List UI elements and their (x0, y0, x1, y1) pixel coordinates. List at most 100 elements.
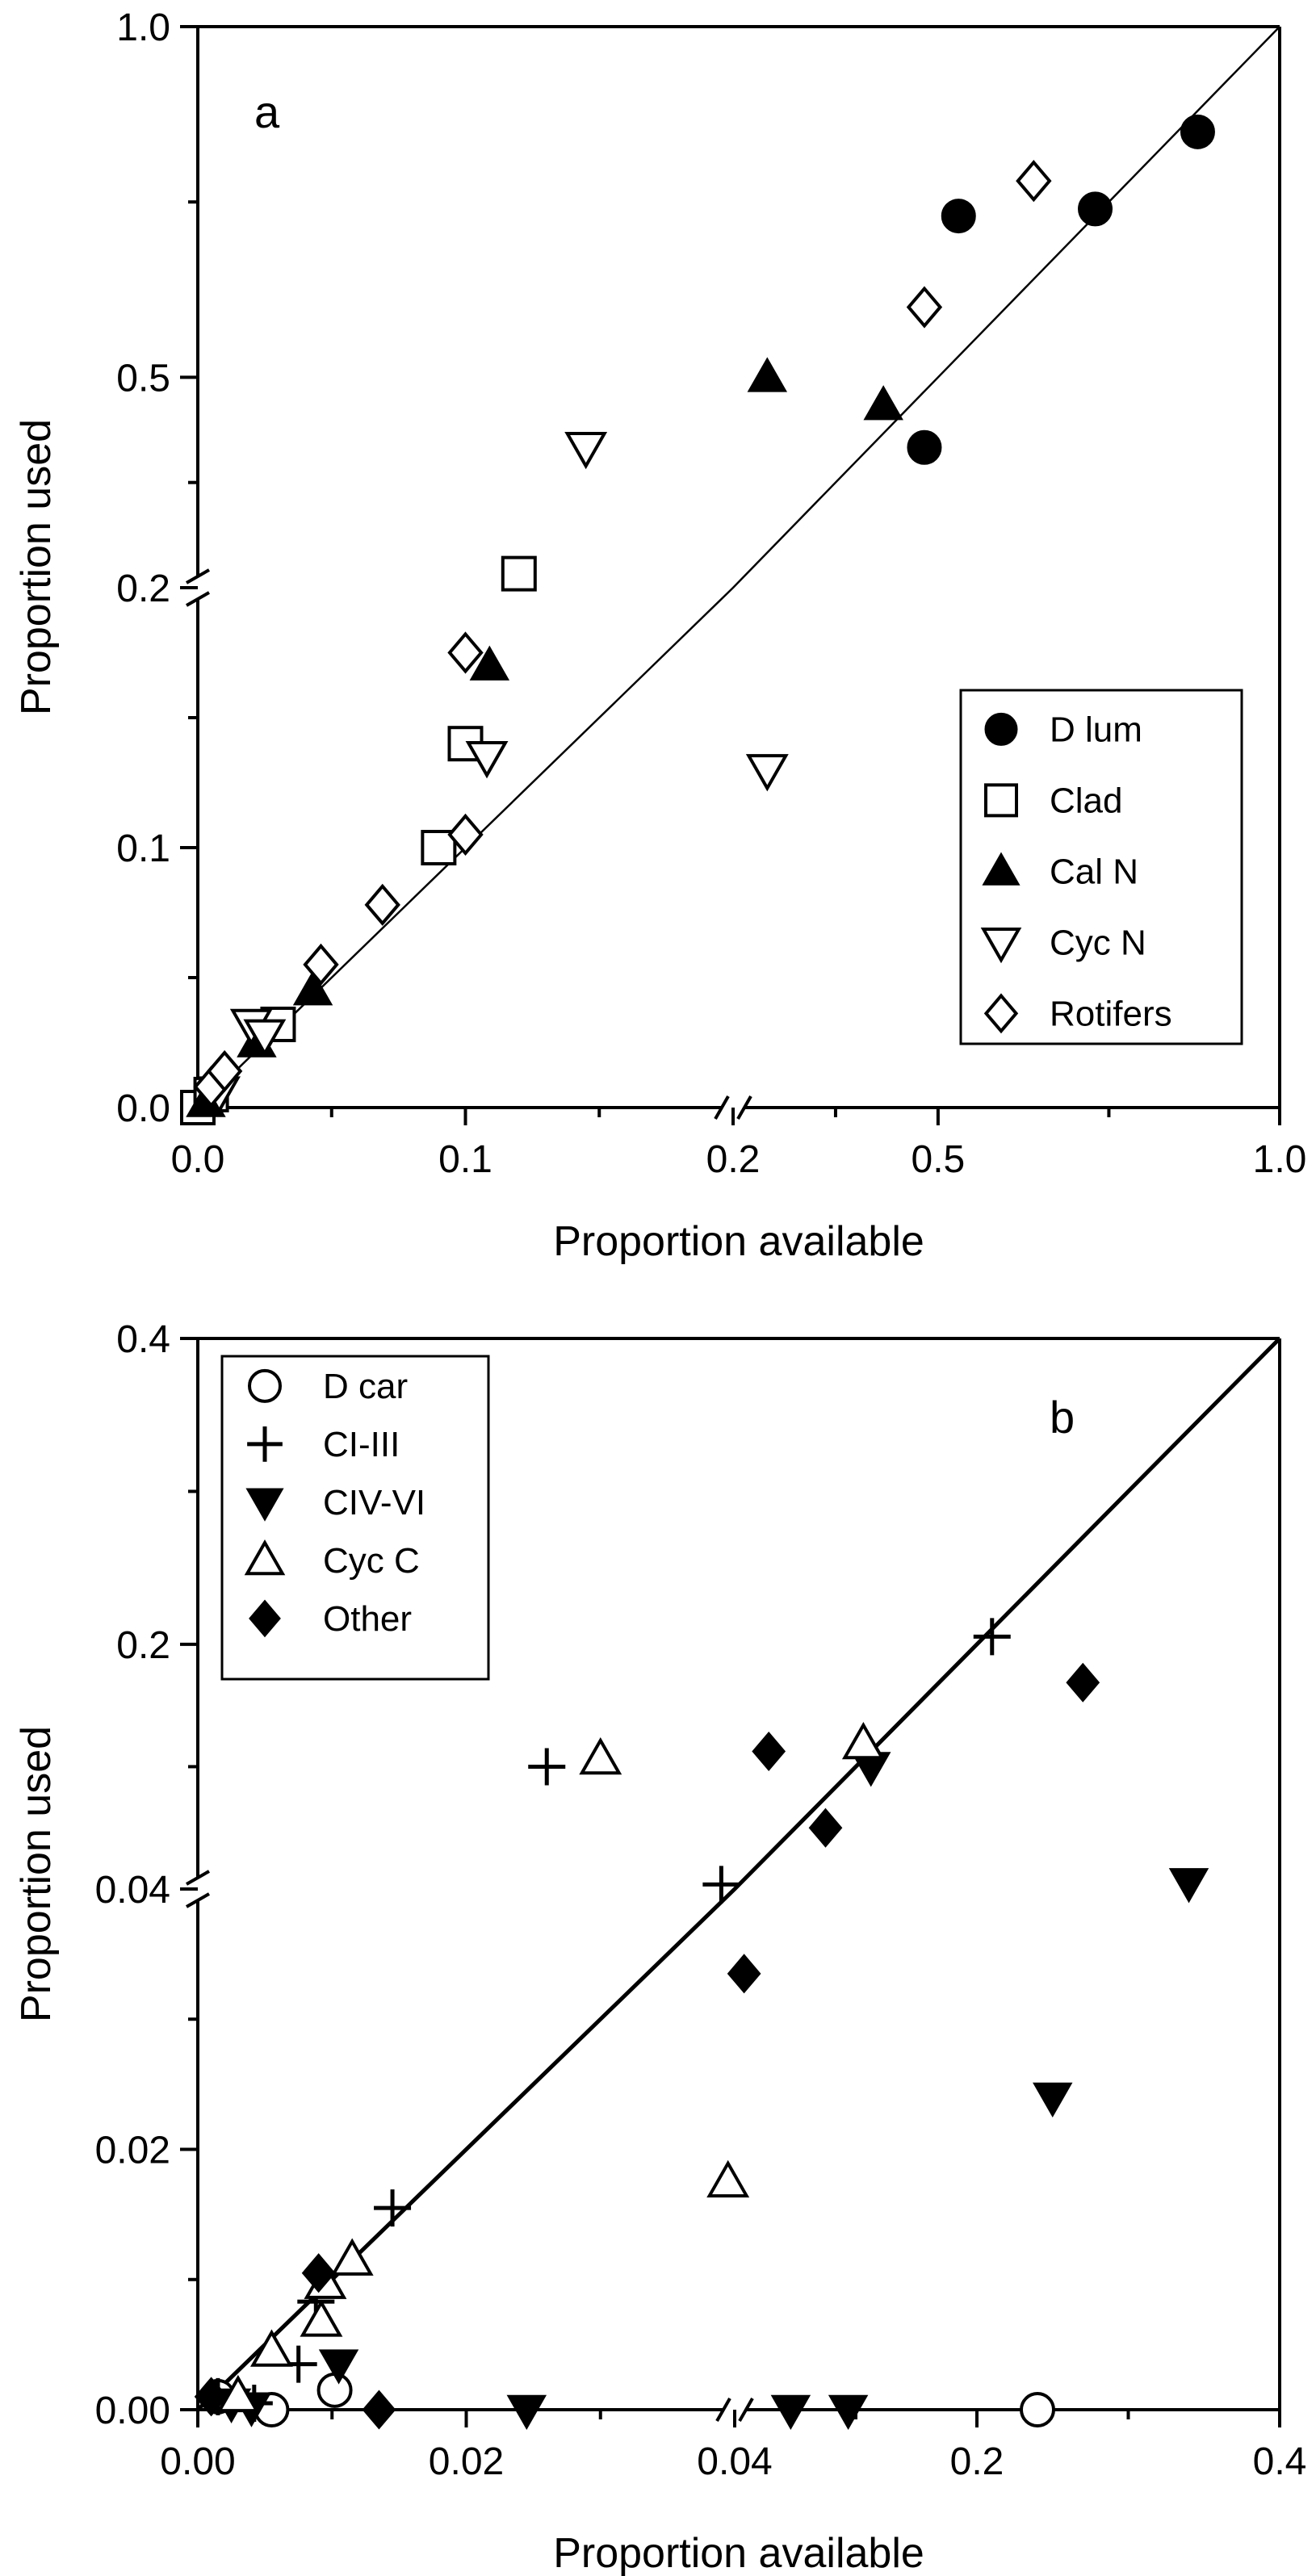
data-point-cyc-n (745, 754, 789, 792)
x-axis-break (715, 2398, 754, 2422)
y-tick-label: 0.4 (116, 1318, 170, 1361)
data-point-cal-n (469, 645, 510, 681)
panel-a-chart: 0.0 0.1 0.2 0.5 1.0 0.0 0.1 0.2 0.5 1.0 Proportion… (13, 6, 1306, 1265)
data-point-cyc-n (465, 741, 509, 779)
panel-letter: b (1050, 1392, 1075, 1443)
data-point-other (194, 2377, 228, 2417)
data-point-civ-vi (506, 2394, 547, 2431)
reference-line-1to1 (196, 1337, 1281, 2411)
legend-symbol (247, 1426, 283, 1462)
data-point-civ-vi (1033, 2082, 1073, 2118)
data-point-other (727, 1954, 761, 1994)
y-tick-label: 1.0 (116, 6, 170, 49)
legend-symbol (984, 783, 1018, 818)
data-point-rotifers (303, 943, 339, 986)
legend-label: Cyc N (1050, 923, 1146, 962)
legend-symbol (249, 1599, 281, 1638)
data-point-rotifers (447, 813, 484, 856)
legend-label: Cal N (1050, 852, 1138, 891)
legend-symbol (980, 927, 1022, 964)
x-axis-label: Proportion available (553, 2530, 924, 2576)
legend-label: Rotifers (1050, 994, 1172, 1033)
data-point-cyc-c (841, 1721, 885, 1760)
data-point-rotifers (906, 286, 943, 329)
data-point-d-car (316, 2372, 353, 2408)
data-point-other (752, 1731, 786, 1772)
legend-symbol (983, 993, 1019, 1034)
data-point-other (301, 2253, 336, 2293)
data-point-other (808, 1807, 843, 1848)
data-point-rotifers (447, 631, 484, 674)
data-point-d-lum (941, 199, 976, 234)
data-point-cal-n (292, 970, 333, 1006)
y-tick-label: 0.00 (95, 2390, 170, 2432)
data-point-cyc-n (564, 432, 608, 470)
data-point-cyc-c (706, 2159, 750, 2198)
legend-label: Other (323, 1599, 412, 1639)
x-tick-label: 0.04 (697, 2440, 772, 2483)
x-axis-break (714, 1095, 752, 1120)
legend-symbol (245, 1488, 284, 1522)
data-point-ci-iii (973, 1618, 1011, 1656)
y-tick-label: 0.02 (95, 2130, 170, 2172)
data-point-d-lum (1180, 114, 1215, 149)
y-axis-label: Proportion used (13, 1726, 60, 2022)
legend-label: Cyc C (323, 1541, 420, 1581)
x-tick-label: 0.2 (706, 1138, 761, 1181)
y-tick-label: 0.5 (116, 357, 170, 400)
x-tick-label: 0.1 (438, 1138, 492, 1181)
data-point-civ-vi (828, 2394, 869, 2431)
legend-label: D car (323, 1367, 408, 1406)
data-point-clad (421, 830, 457, 865)
x-tick-label: 0.0 (171, 1138, 225, 1181)
data-point-cyc-n (243, 1019, 287, 1057)
y-tick-label: 0.2 (116, 1624, 170, 1667)
y-axis-label: Proportion used (13, 419, 60, 715)
data-point-civ-vi (318, 2349, 359, 2385)
legend-label: CIV-VI (323, 1483, 425, 1523)
data-point-other (1066, 1662, 1100, 1703)
data-point-other (362, 2390, 396, 2430)
x-tick-label: 0.2 (950, 2440, 1004, 2483)
data-point-cal-n (863, 385, 903, 421)
legend-symbol (982, 852, 1021, 886)
data-point-d-lum (1078, 191, 1113, 227)
y-tick-label: 0.04 (95, 1869, 170, 1912)
data-point-ci-iii (374, 2189, 412, 2227)
x-axis-label: Proportion available (553, 1218, 924, 1265)
data-point-cyc-c (216, 2374, 260, 2413)
data-point-cyc-c (330, 2238, 374, 2276)
x-tick-label: 0.02 (429, 2440, 504, 2483)
legend-label: Clad (1050, 781, 1123, 820)
panel-b-chart: 0.00 0.02 0.04 0.2 0.4 0.00 0.02 0.04 0.2 0.4 Prop… (13, 1318, 1306, 2576)
legend-label: CI-III (323, 1425, 400, 1464)
panel-letter: a (254, 86, 280, 137)
data-point-cyc-c (249, 2329, 293, 2367)
y-tick-label: 0.0 (116, 1087, 170, 1130)
data-point-d-lum (907, 429, 942, 465)
legend-label: D lum (1050, 710, 1142, 749)
data-point-d-car (1020, 2392, 1055, 2427)
legend-symbol (244, 1539, 286, 1576)
data-point-rotifers (206, 1049, 243, 1093)
data-point-ci-iii (528, 1748, 566, 1786)
y-tick-label: 0.2 (116, 568, 170, 610)
data-point-civ-vi (770, 2394, 811, 2431)
legend-symbol (248, 1368, 282, 1403)
data-point-cal-n (747, 357, 788, 392)
data-point-ci-iii (702, 1866, 740, 1904)
legend-symbol (984, 712, 1018, 746)
x-tick-label: 0.5 (912, 1138, 966, 1181)
data-point-rotifers (364, 883, 400, 926)
data-point-cyc-c (579, 1736, 622, 1775)
data-point-clad (501, 555, 537, 592)
x-tick-label: 1.0 (1253, 1138, 1307, 1181)
data-point-rotifers (1016, 160, 1052, 203)
y-axis-break (186, 568, 210, 607)
y-axis-break (186, 1870, 210, 1908)
data-point-civ-vi (1168, 1868, 1209, 1904)
x-tick-label: 0.00 (160, 2440, 235, 2483)
data-point-cyc-c (300, 2299, 343, 2337)
y-tick-label: 0.1 (116, 827, 170, 870)
